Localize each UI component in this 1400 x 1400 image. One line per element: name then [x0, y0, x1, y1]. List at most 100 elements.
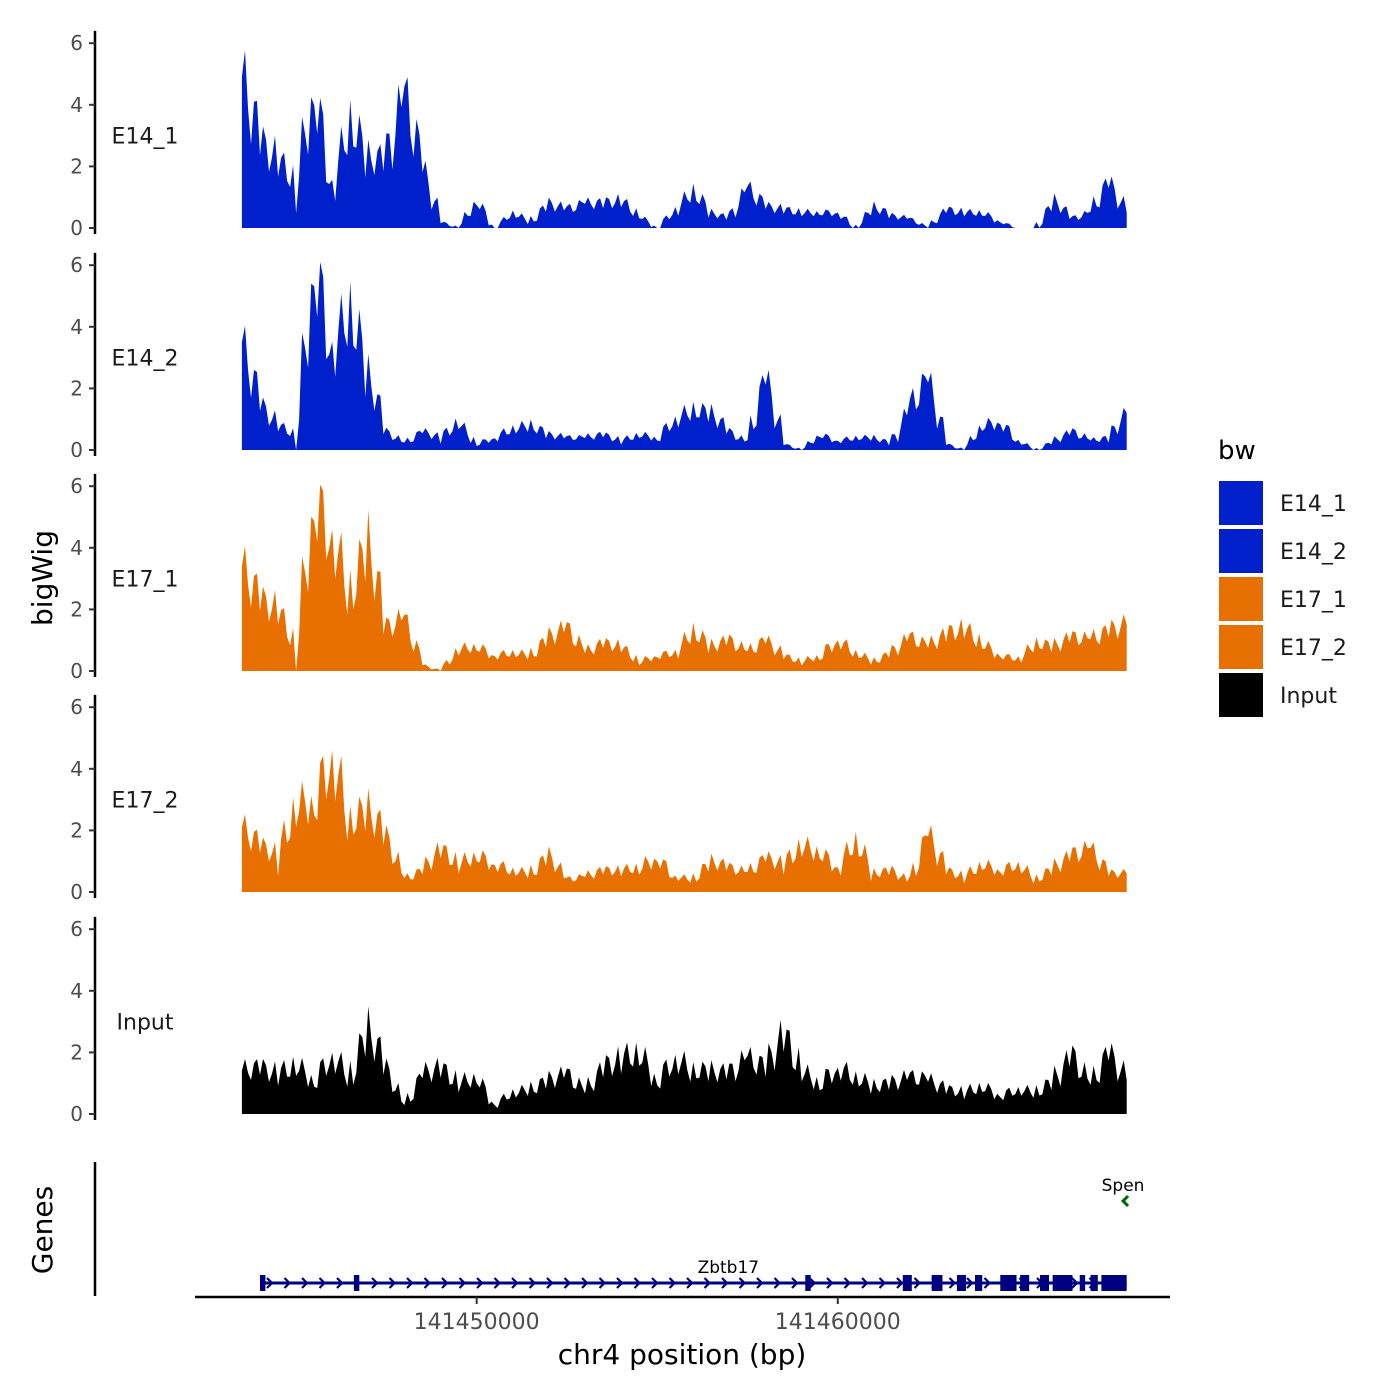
y-tick-label: 4	[70, 315, 83, 339]
strand-arrow	[563, 1277, 572, 1289]
track-label: E14_2	[112, 347, 179, 372]
y-tick-label: 6	[70, 474, 83, 498]
gene-track: Zbtb17 Spen	[93, 1162, 1145, 1296]
strand-arrow	[843, 1277, 852, 1289]
gene-spen: Spen	[1102, 1176, 1145, 1208]
y-tick-label: 2	[70, 818, 83, 842]
strand-arrow	[371, 1277, 379, 1289]
strand-arrow	[686, 1277, 694, 1289]
y-tick-label: 6	[70, 31, 83, 55]
legend-label: E17_2	[1280, 636, 1347, 661]
gene-zbtb17: Zbtb17	[260, 1258, 1127, 1291]
strand-arrow	[668, 1277, 677, 1289]
strand-arrow	[546, 1277, 554, 1289]
strand-arrow	[493, 1277, 502, 1289]
track-label: E17_1	[112, 568, 179, 593]
strand-arrow	[266, 1277, 274, 1289]
strand-arrow	[878, 1277, 887, 1289]
legend-label: E14_1	[1280, 492, 1347, 517]
y-tick-label: 4	[70, 757, 83, 781]
y-tick-label: 0	[70, 880, 83, 904]
strand-arrow	[616, 1277, 624, 1289]
strand-arrow	[896, 1277, 904, 1289]
legend-swatch-e14-2	[1217, 527, 1265, 575]
strand-arrow	[511, 1277, 519, 1289]
legend-label: Input	[1280, 684, 1337, 709]
y-tick-label: 0	[70, 216, 83, 240]
signal-area-e17-2	[241, 750, 1127, 892]
strand-arrow	[336, 1277, 344, 1289]
x-axis-title: chr4 position (bp)	[558, 1338, 807, 1371]
exon	[931, 1275, 943, 1291]
signal-area-input	[241, 1006, 1127, 1114]
legend-label: E14_2	[1280, 540, 1347, 565]
track-e17-1: 0 2 4 6 E17_1	[70, 473, 1127, 683]
exon	[902, 1275, 912, 1291]
exon	[260, 1275, 266, 1291]
exon	[1079, 1275, 1086, 1291]
y-tick-label: 6	[70, 253, 83, 277]
strand-arrow	[861, 1277, 869, 1289]
exon	[1020, 1275, 1030, 1291]
y-axis-title: bigWig	[26, 530, 59, 626]
y-tick-label: 2	[70, 154, 83, 178]
strand-arrow	[721, 1277, 729, 1289]
legend-swatch-input	[1217, 671, 1265, 719]
y-tick-label: 4	[70, 536, 83, 560]
strand-arrow	[581, 1277, 589, 1289]
legend: bw E14_1 E14_2 E17_1 E17_2 Input	[1217, 436, 1347, 719]
y-tick-label: 2	[70, 597, 83, 621]
exon	[956, 1275, 966, 1291]
y-tick-label: 4	[70, 979, 83, 1003]
x-tick-label: 141450000	[414, 1310, 540, 1335]
y-tick-label: 0	[70, 438, 83, 462]
strand-arrow	[773, 1277, 782, 1289]
legend-swatch-e14-1	[1217, 479, 1265, 527]
track-label: Input	[117, 1011, 174, 1036]
strand-arrow	[983, 1277, 992, 1289]
strand-arrow	[406, 1277, 414, 1289]
strand-arrow	[458, 1277, 467, 1289]
track-e14-1: 0 2 4 6 E14_1	[70, 30, 1127, 240]
exon	[1052, 1275, 1073, 1291]
strand-arrow	[738, 1277, 747, 1289]
exon	[805, 1275, 811, 1291]
strand-arrow	[301, 1277, 309, 1289]
strand-arrow	[388, 1277, 397, 1289]
strand-arrow	[966, 1277, 974, 1289]
track-e17-2: 0 2 4 6 E17_2	[70, 694, 1127, 904]
legend-swatch-e17-1	[1217, 575, 1265, 623]
legend-swatch-e17-2	[1217, 623, 1265, 671]
gene-label: Spen	[1102, 1176, 1145, 1196]
x-tick-label: 141460000	[775, 1310, 901, 1335]
y-tick-label: 2	[70, 376, 83, 400]
y-tick-label: 2	[70, 1040, 83, 1064]
exon	[1090, 1275, 1098, 1291]
exon	[1040, 1275, 1050, 1291]
signal-area-e17-1	[241, 484, 1127, 671]
strand-arrow	[651, 1277, 659, 1289]
strand-arrow	[913, 1277, 922, 1289]
strand-arrow	[598, 1277, 607, 1289]
signal-tracks: 0 2 4 6 E14_1 0 2 4 6 E14_2 0 2 4 6 E17_1 0 2 4 6 E17_2 0 2 4 6…	[70, 30, 1127, 1126]
track-e14-2: 0 2 4 6 E14_2	[70, 252, 1127, 462]
legend-title: bw	[1218, 436, 1256, 466]
strand-arrow	[791, 1277, 799, 1289]
strand-arrow	[808, 1277, 817, 1289]
strand-arrow	[1120, 1194, 1130, 1208]
strand-arrow	[948, 1277, 957, 1289]
strand-arrow	[633, 1277, 642, 1289]
strand-arrow	[528, 1277, 537, 1289]
strand-arrow	[318, 1277, 327, 1289]
exon	[1000, 1275, 1017, 1291]
strand-arrow	[756, 1277, 764, 1289]
strand-arrow	[283, 1277, 292, 1289]
track-label: E14_1	[112, 125, 179, 150]
genes-axis-title: Genes	[26, 1186, 59, 1274]
track-label: E17_2	[112, 789, 179, 814]
gene-label: Zbtb17	[698, 1258, 760, 1278]
x-axis: 141450000 141460000	[195, 1295, 1170, 1335]
strand-arrow	[441, 1277, 449, 1289]
y-tick-label: 4	[70, 93, 83, 117]
y-tick-label: 0	[70, 1102, 83, 1126]
